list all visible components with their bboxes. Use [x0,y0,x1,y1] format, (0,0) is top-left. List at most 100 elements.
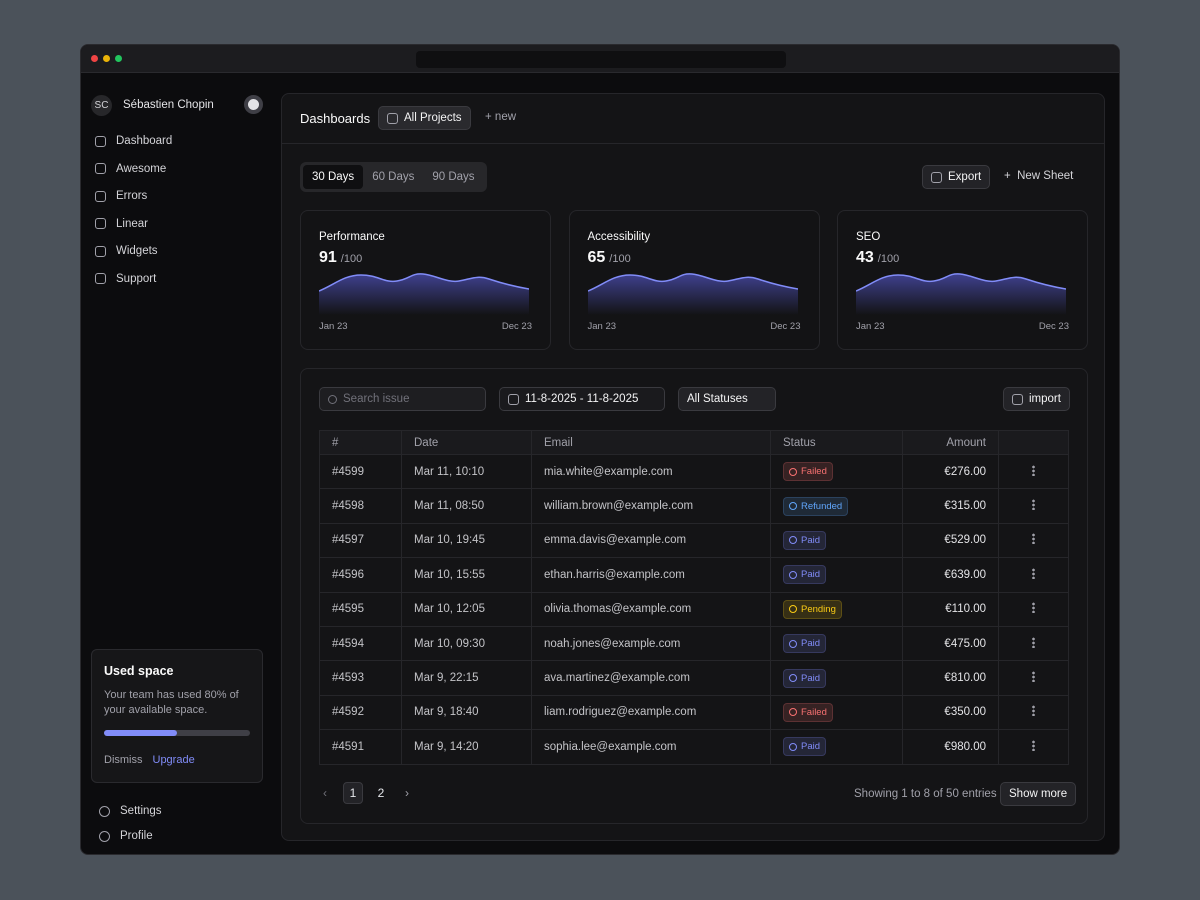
page-number[interactable]: 1 [343,782,363,804]
nav-item[interactable]: Widgets [95,239,265,263]
nav-item[interactable]: Linear [95,212,265,236]
row-menu[interactable] [1032,567,1035,579]
nav-item[interactable]: Dashboard [95,129,265,153]
table-row[interactable]: #4593 Mar 9, 22:15 ava.martinez@example.co… [319,660,1069,696]
range-tab[interactable]: 60 Days [372,171,415,183]
cell-id: #4592 [319,695,402,731]
score: 65 [587,249,606,266]
row-menu[interactable] [1032,533,1035,545]
table-row[interactable]: #4592 Mar 9, 18:40 liam.rodriguez@example.… [319,695,1069,731]
show-more-button[interactable]: Show more [1000,782,1077,806]
cell-email: emma.davis@example.com [531,523,771,559]
export-icon [931,171,942,183]
score-line: 43/100 [856,249,1069,267]
status-icon [789,502,797,511]
axis-start: Jan 23 [587,321,617,332]
user-name[interactable]: Sébastien Chopin [123,99,214,111]
sparkline [319,273,529,315]
project-label: All Projects [404,112,462,124]
footer-icon [99,830,110,842]
import-button[interactable]: import [1003,387,1070,411]
address-bar[interactable] [416,51,786,68]
score-card: SEO 43/100 Jan 23 Dec 23 [837,210,1088,350]
status-icon [789,708,797,717]
project-selector[interactable]: All Projects [378,106,471,130]
nav-item[interactable]: Support [95,267,265,291]
score-card: Accessibility 65/100 Jan 23 Dec 23 [568,210,820,350]
table-row[interactable]: #4597 Mar 10, 19:45 emma.davis@example.com… [319,523,1069,559]
nav-item[interactable]: Awesome [95,157,265,181]
search-icon [328,394,337,404]
nav-item[interactable]: Errors [95,184,265,208]
cell-actions [998,454,1069,490]
range-tab[interactable]: 30 Days [303,165,364,189]
footer-item[interactable]: Settings [99,799,269,823]
table-row[interactable]: #4598 Mar 11, 08:50 william.brown@example.… [319,488,1069,524]
minimize-button[interactable] [103,55,110,62]
sparkline-area [587,273,798,315]
status-label: Paid [801,672,821,684]
prev-page[interactable]: ‹ [323,786,327,800]
nav-icon [95,245,106,257]
status-badge: Refunded [783,496,849,516]
zoom-button[interactable] [115,55,122,62]
main-panel: Dashboards All Projects + new 30 Days 60 … [281,93,1105,841]
status-label: Pending [801,603,836,615]
sidebar: SC Sébastien Chopin Dashboard Awesome Erro… [81,73,279,854]
export-button[interactable]: Export [922,165,991,189]
score-max: /100 [877,253,900,265]
status-badge: Failed [783,462,833,482]
status-filter[interactable]: All Statuses [678,387,776,411]
column-header: Date [401,430,532,455]
avatar[interactable]: SC [91,95,112,116]
cell-actions [998,557,1069,593]
search-input[interactable]: Search issue [319,387,486,411]
close-button[interactable] [91,55,98,62]
score-card: Performance 91/100 Jan 23 Dec 23 [300,210,551,350]
range-tabs: 30 Days 60 Days 90 Days [300,162,487,192]
date-range: 11-8-2025 - 11-8-2025 [525,393,639,405]
new-sheet-button[interactable]: + New Sheet [1004,170,1074,182]
cell-id: #4595 [319,592,402,627]
row-menu[interactable] [1032,739,1035,751]
card-axis: Jan 23 Dec 23 [319,321,532,332]
status-icon [789,536,797,545]
cell-email: william.brown@example.com [531,488,771,524]
new-dashboard[interactable]: + new [485,111,517,123]
page-number[interactable]: 2 [377,786,385,800]
box-icon [387,112,398,124]
row-menu[interactable] [1032,671,1035,683]
footer-item[interactable]: Profile [99,824,269,848]
cell-status: Pending [770,592,903,627]
table-row[interactable]: #4596 Mar 10, 15:55 ethan.harris@example.c… [319,557,1069,593]
cell-amount: €276.00 [902,454,999,490]
nav-label: Errors [116,190,148,202]
date-picker[interactable]: 11-8-2025 - 11-8-2025 [499,387,665,411]
row-menu[interactable] [1032,464,1035,476]
cell-id: #4597 [319,523,402,559]
row-menu[interactable] [1032,636,1035,648]
range-tab[interactable]: 90 Days [432,171,475,183]
dismiss-link[interactable]: Dismiss [104,754,143,766]
sparkline [587,273,798,315]
status-label: Paid [801,569,821,581]
row-menu[interactable] [1032,499,1035,511]
upgrade-link[interactable]: Upgrade [152,754,195,766]
cell-amount: €810.00 [902,660,999,696]
user-photo[interactable] [244,95,263,114]
cell-email: olivia.thomas@example.com [531,592,771,627]
sparkline-line [587,273,798,292]
row-menu[interactable] [1032,705,1035,717]
entries-summary: Showing 1 to 8 of 50 entries [854,788,997,800]
table-row[interactable]: #4594 Mar 10, 09:30 noah.jones@example.com… [319,626,1069,662]
table-row[interactable]: #4595 Mar 10, 12:05 olivia.thomas@example.… [319,592,1069,627]
next-page[interactable]: › [405,786,409,800]
status-filter-label: All Statuses [687,393,748,405]
row-menu[interactable] [1032,602,1035,614]
table-row[interactable]: #4591 Mar 9, 14:20 sophia.lee@example.com P… [319,729,1069,765]
table-row[interactable]: #4599 Mar 11, 10:10 mia.white@example.com F… [319,454,1069,490]
cell-actions [998,523,1069,559]
status-badge: Failed [783,702,833,722]
sparkline-area [319,273,529,315]
